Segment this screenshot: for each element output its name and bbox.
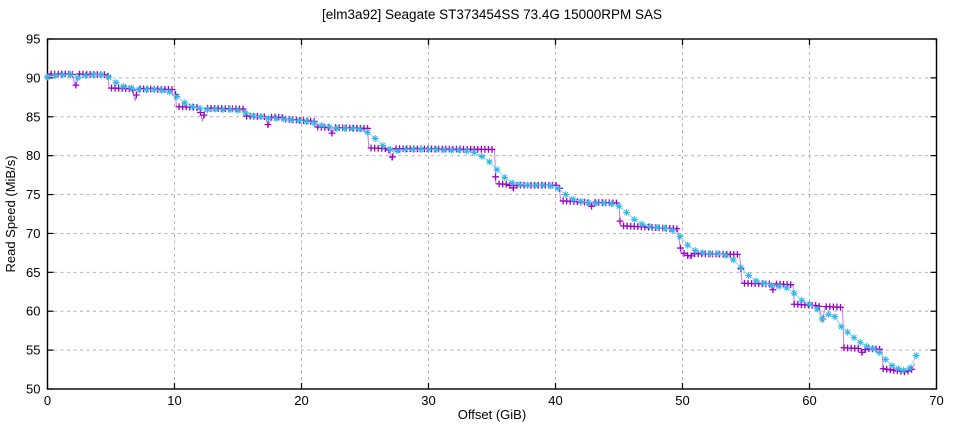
y-tick-label: 55 [26, 343, 40, 358]
x-tick-label: 10 [167, 393, 181, 408]
x-tick-label: 50 [675, 393, 689, 408]
x-tick-label: 70 [929, 393, 943, 408]
chart-title: [elm3a92] Seagate ST373454SS 73.4G 15000… [322, 7, 662, 22]
plot-border [46, 38, 938, 390]
x-tick-label: 0 [44, 393, 51, 408]
x-tick-label: 60 [802, 393, 816, 408]
y-tick-label: 85 [26, 109, 40, 124]
y-tick-label: 50 [26, 382, 40, 397]
y-tick-label: 60 [26, 304, 40, 319]
y-tick-label: 90 [26, 70, 40, 85]
y-tick-label: 75 [26, 187, 40, 202]
y-axis-label: Read Speed (MiB/s) [3, 155, 18, 272]
y-tick-label: 65 [26, 265, 40, 280]
x-tick-label: 20 [294, 393, 308, 408]
series-line-read-speed-raw [47, 73, 916, 373]
series-line-read-speed-smoothed [47, 74, 917, 371]
y-tick-label: 70 [26, 226, 40, 241]
x-axis-label: Offset (GiB) [458, 407, 526, 422]
y-tick-label: 80 [26, 148, 40, 163]
series-markers-read-speed-smoothed [44, 71, 920, 374]
x-tick-label: 30 [421, 393, 435, 408]
plot-area: 0 10 20 30 40 50 60 70 50 55 60 65 70 75 80 85 90 95 [26, 32, 944, 409]
y-tick-label: 95 [26, 32, 40, 47]
x-tick-label: 40 [548, 393, 562, 408]
